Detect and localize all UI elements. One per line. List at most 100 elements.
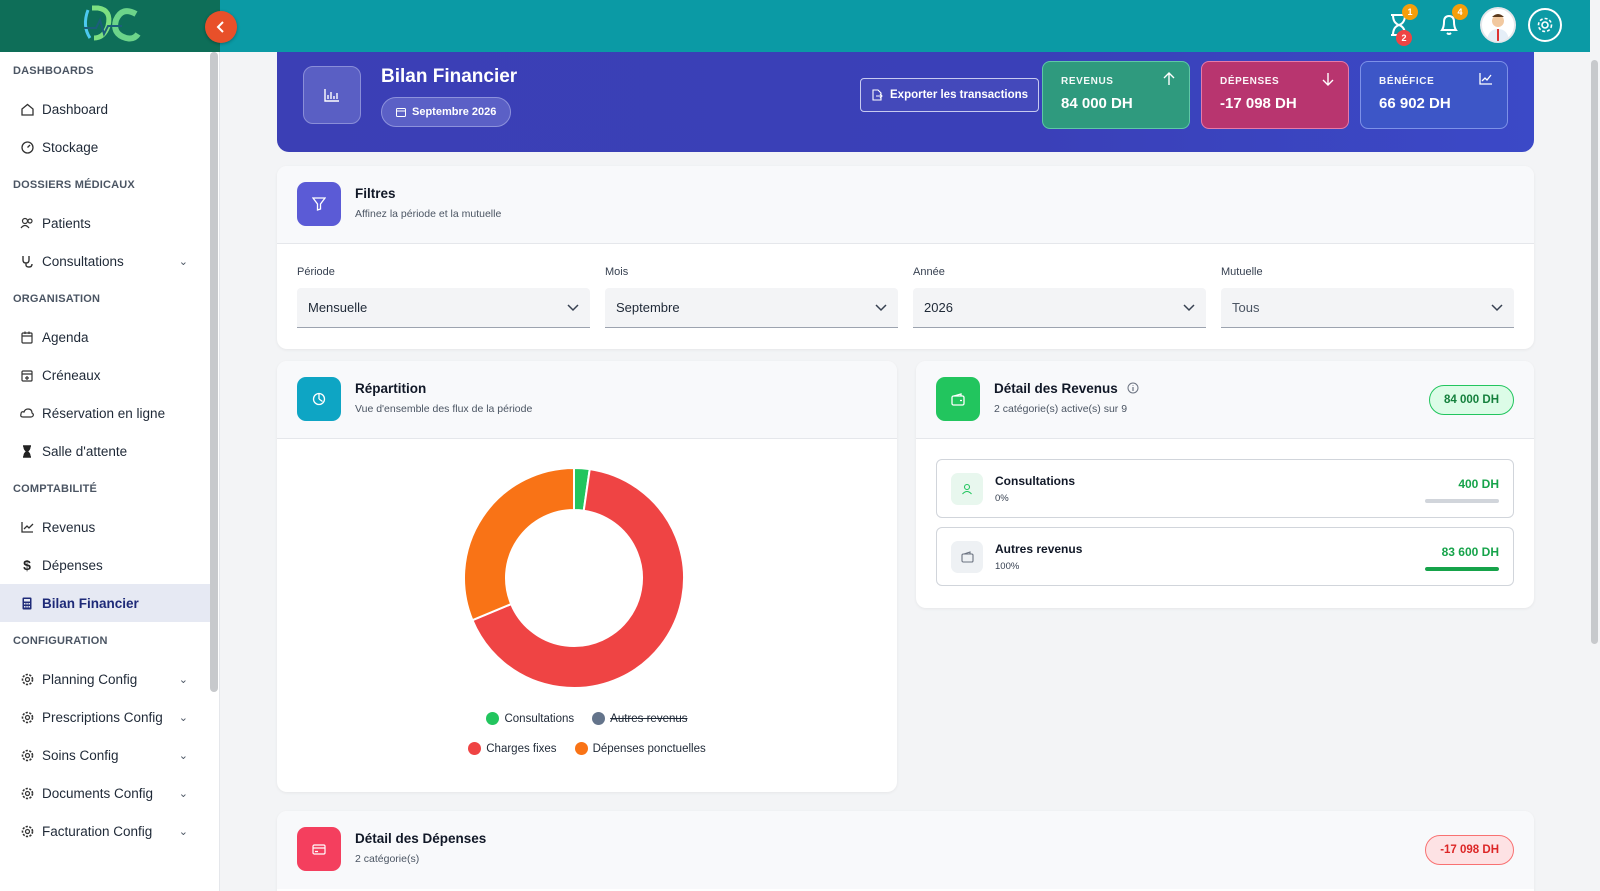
sidebar-item-prescriptions-config[interactable]: Prescriptions Config ⌄ [0,698,210,736]
revenue-row-name: Consultations [995,474,1075,488]
sidebar-item-label: Revenus [42,519,96,535]
bilan-header: Bilan Financier Septembre 2026 Exporter … [277,52,1534,152]
page-title: Bilan Financier [381,66,518,87]
sidebar-item-planning-config[interactable]: Planning Config ⌄ [0,660,210,698]
sidebar-section-title: DOSSIERS MÉDICAUX [13,179,135,191]
collapse-sidebar-button[interactable] [205,11,237,43]
hourglass-badge: 1 [1402,4,1418,20]
filters-card: Filtres Affinez la période et la mutuell… [277,166,1534,349]
legend-dot [486,712,500,725]
chevron-left-icon [216,21,224,33]
sidebar-item-depenses[interactable]: $ Dépenses [0,546,210,584]
legend-dot [592,712,606,725]
app-logo[interactable] [78,4,142,48]
revenus-detail-subtitle: 2 catégorie(s) active(s) sur 9 [994,403,1128,415]
export-transactions-button[interactable]: Exporter les transactions [860,78,1040,112]
sidebar-item-documents-config[interactable]: Documents Config ⌄ [0,774,210,812]
sidebar-section-organisation: ORGANISATION Agenda Créneaux Réservation… [0,280,219,470]
sidebar-item-label: Agenda [42,329,89,345]
kpi-value: 84 000 DH [1061,95,1133,112]
legend-dot [574,742,588,755]
kpi-label: REVENUS [1061,76,1114,87]
legend-item-autres-revenus[interactable]: Autres revenus [592,712,688,725]
sidebar-section-title: ORGANISATION [13,293,101,305]
sidebar-item-stockage[interactable]: Stockage [0,128,210,166]
export-icon [872,89,883,101]
hourglass-icon [20,444,34,458]
legend-label: Consultations [504,712,575,725]
notifications-button[interactable]: 4 [1430,4,1468,44]
filter-mutuelle: Mutuelle Tous [1221,266,1514,328]
legend-item-depenses-ponctuelles[interactable]: Dépenses ponctuelles [574,742,706,755]
sidebar-item-bilan-financier[interactable]: Bilan Financier [0,584,210,622]
sidebar-section-dashboards: DASHBOARDS Dashboard Stockage [0,52,219,166]
depenses-total-badge: -17 098 DH [1425,835,1514,865]
sidebar-item-reservation[interactable]: Réservation en ligne [0,394,210,432]
filter-periode: Période Mensuelle [297,266,590,328]
legend-item-consultations[interactable]: Consultations [486,712,574,725]
sidebar-item-soins-config[interactable]: Soins Config ⌄ [0,736,210,774]
revenue-row-progress [1425,567,1499,571]
kpi-value: -17 098 DH [1220,95,1297,112]
sidebar-item-revenus[interactable]: Revenus [0,508,210,546]
info-icon[interactable] [1127,382,1139,394]
revenus-detail-header: Détail des Revenus 2 catégorie(s) active… [916,361,1534,439]
depenses-detail-title: Détail des Dépenses [355,831,487,846]
kpi-benefice: BÉNÉFICE 66 902 DH [1360,61,1508,129]
chevron-down-icon: ⌄ [178,787,188,800]
chart-legend-row-1: Consultations Autres revenus [277,712,897,725]
sidebar-item-patients[interactable]: Patients [0,204,210,242]
filter-icon [297,182,341,226]
settings-button[interactable] [1528,8,1562,42]
mois-select[interactable]: Septembre [605,288,898,328]
stethoscope-icon [20,254,34,268]
sidebar-item-facturation-config[interactable]: Facturation Config ⌄ [0,812,210,850]
legend-item-charges-fixes[interactable]: Charges fixes [468,742,557,755]
revenue-row-consultations[interactable]: Consultations 0% 400 DH [936,459,1514,518]
filter-mois: Mois Septembre [605,266,898,328]
hourglass-badge-secondary: 2 [1396,30,1412,46]
gear-icon [20,710,34,724]
pie-chart-icon [297,377,341,421]
filter-label: Année [913,266,945,278]
period-chip-label: Septembre 2026 [412,106,497,118]
annee-select[interactable]: 2026 [913,288,1206,328]
sidebar-item-label: Soins Config [42,747,119,763]
revenue-row-name: Autres revenus [995,542,1083,556]
select-value: Tous [1232,300,1260,315]
filter-label: Mois [605,266,629,278]
sidebar-scrollbar[interactable] [210,52,218,692]
periode-select[interactable]: Mensuelle [297,288,590,328]
kpi-label: DÉPENSES [1220,76,1280,87]
sidebar-item-label: Dashboard [42,101,109,117]
sidebar-item-label: Stockage [42,139,99,155]
avatar[interactable] [1480,7,1516,43]
users-icon [20,216,34,230]
sidebar-item-consultations[interactable]: Consultations ⌄ [0,242,210,280]
arrow-down-icon [1322,72,1334,90]
settings-icon [1537,17,1553,33]
wallet-icon [936,377,980,421]
chart-legend-row-2: Charges fixes Dépenses ponctuelles [277,742,897,755]
revenue-row-autres[interactable]: Autres revenus 100% 83 600 DH [936,527,1514,586]
sidebar-item-agenda[interactable]: Agenda [0,318,210,356]
kpi-label: BÉNÉFICE [1379,76,1435,87]
sidebar-item-creneaux[interactable]: Créneaux [0,356,210,394]
sidebar-section-configuration: CONFIGURATION Planning Config ⌄ Prescrip… [0,622,219,850]
donut-slice-d-penses-ponctuelles[interactable] [463,466,575,622]
bell-icon [1440,14,1458,35]
credit-card-icon [297,827,341,871]
donut-slice-charges-fixes[interactable] [471,467,685,689]
select-value: 2026 [924,300,953,315]
revenus-detail-title-text: Détail des Revenus [994,381,1118,396]
sidebar-item-dashboard[interactable]: Dashboard [0,90,210,128]
sidebar-item-label: Réservation en ligne [42,405,166,421]
waiting-room-button[interactable]: 1 2 [1380,4,1418,46]
main-scrollbar[interactable] [1591,60,1598,644]
doctor-avatar-icon [1482,9,1514,41]
trend-chart-icon [1479,72,1493,89]
legend-dot [468,742,482,755]
revenus-detail-title: Détail des Revenus [994,381,1139,396]
sidebar-item-salle-attente[interactable]: Salle d'attente [0,432,210,470]
mutuelle-select[interactable]: Tous [1221,288,1514,328]
